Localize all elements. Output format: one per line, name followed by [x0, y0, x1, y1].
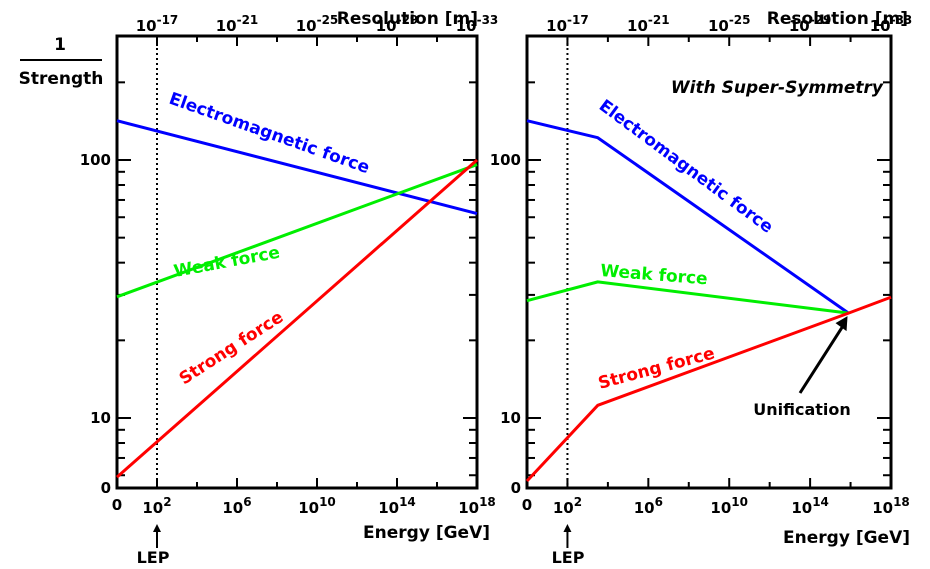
- right-top-tick-label: 10-25: [708, 13, 751, 35]
- right-series-line-3: [525, 295, 892, 483]
- right-x-tick-label: 106: [634, 495, 663, 517]
- right-lep-label: LEP: [552, 548, 585, 567]
- right-lep-arrow-head: [563, 524, 572, 532]
- left-y-tick-label: 100: [80, 151, 111, 169]
- right-plot-frame: [525, 34, 893, 490]
- left-series-line-2: [116, 163, 478, 299]
- left-series-label-2: Weak force: [172, 243, 281, 282]
- left-y-tick-label: 0: [101, 479, 111, 497]
- left-x-tick-label: 1014: [378, 495, 416, 517]
- unification-arrow-head: [835, 316, 848, 332]
- left-top-tick-label: 10-29: [376, 13, 419, 35]
- right-x-tick-label: 1014: [791, 495, 829, 517]
- right-bottom-axis-title: Energy [GeV]: [783, 528, 910, 548]
- left-top-tick-label: 10-33: [456, 13, 499, 35]
- right-y-tick-label: 100: [490, 151, 521, 169]
- left-x-tick-label: 106: [222, 495, 251, 517]
- super-symmetry-note: With Super-Symmetry: [671, 78, 884, 98]
- left-top-tick-label: 10-21: [216, 13, 259, 35]
- left-y-tick-label: 10: [90, 409, 111, 427]
- right-top-axis-title: Resolution [m]: [767, 9, 908, 29]
- left-x-tick-label: 0: [112, 496, 122, 514]
- right-x-tick-label: 1018: [872, 495, 910, 517]
- left-x-tick-label: 1018: [458, 495, 496, 517]
- right-top-tick-label: 10-21: [627, 13, 670, 35]
- left-top-tick-label: 10-25: [296, 13, 339, 35]
- left-ylabel-top: 1: [54, 35, 66, 55]
- left-top-axis-title: Resolution [m]: [337, 9, 478, 29]
- left-bottom-axis-title: Energy [GeV]: [363, 523, 490, 543]
- left-x-tick-label: 1010: [298, 495, 336, 517]
- right-top-tick-label: 10-33: [870, 13, 913, 35]
- left-lep-label: LEP: [137, 548, 170, 567]
- left-series-line-1: [116, 119, 478, 216]
- right-series-line-2: [526, 280, 849, 315]
- right-top-tick-label: 10-29: [789, 13, 832, 35]
- unification-arrow-shaft: [798, 324, 845, 394]
- right-y-tick-label: 0: [511, 479, 521, 497]
- left-series-line-3: [116, 158, 478, 479]
- right-series-line-1: [526, 119, 850, 315]
- right-x-tick-label: 102: [553, 495, 582, 517]
- right-top-tick-label: 10-17: [546, 13, 589, 35]
- unification-label: Unification: [753, 400, 851, 419]
- right-series-label-1: Electromagnetic force: [595, 96, 777, 238]
- left-series-label-1: Electromagnetic force: [166, 89, 372, 178]
- right-x-tick-label: 0: [522, 496, 532, 514]
- left-x-tick-label: 102: [142, 495, 171, 517]
- left-ylabel-bottom: Strength: [19, 69, 104, 89]
- left-lep-arrow-head: [153, 524, 161, 532]
- right-y-tick-label: 10: [500, 409, 521, 427]
- right-x-tick-label: 1010: [710, 495, 748, 517]
- left-top-tick-label: 10-17: [136, 13, 179, 35]
